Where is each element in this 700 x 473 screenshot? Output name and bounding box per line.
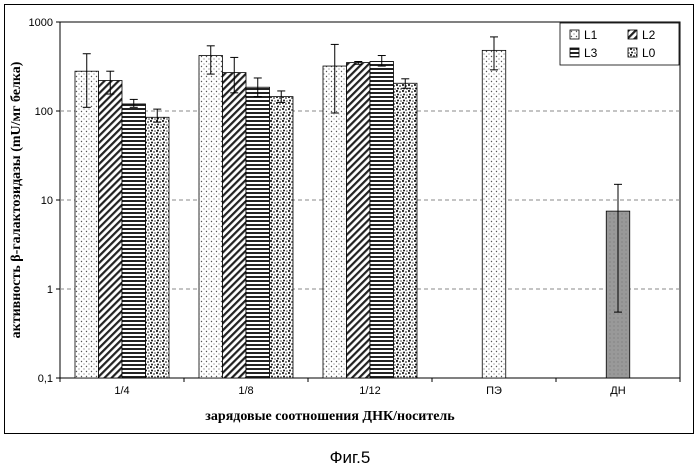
bar-chart: 0,1 1 10 100 1000 1/4 1/8 1/12 ПЭ ДН активность … xyxy=(9,17,681,424)
y-axis-title: активность β-галактозидазы (mU/мг белка) xyxy=(9,61,24,338)
bar-L2-0 xyxy=(98,80,123,379)
x-tick-label: 1/8 xyxy=(238,385,253,397)
y-tick-label: 1 xyxy=(47,284,53,296)
legend-label-L1: L1 xyxy=(584,28,598,42)
bar-L0-0 xyxy=(145,116,170,379)
bar-L3-0 xyxy=(121,103,146,379)
bar-L1-0 xyxy=(74,70,99,379)
legend-swatch-L0 xyxy=(627,47,638,58)
bar-L3-1 xyxy=(245,86,270,379)
x-tick-label: 1/4 xyxy=(114,385,129,397)
x-tick-label: 1/12 xyxy=(359,385,380,397)
bar-L2-1 xyxy=(222,72,247,379)
x-tick-label: ПЭ xyxy=(486,385,502,397)
error-bars xyxy=(82,36,622,313)
y-tick-label: 10 xyxy=(41,195,53,207)
y-tick-labels: 0,1 1 10 100 1000 xyxy=(29,17,53,385)
legend-swatch-L2 xyxy=(627,29,638,40)
legend-swatch-L3 xyxy=(569,47,580,58)
x-axis-title: зарядовые соотношения ДНК/носитель xyxy=(205,409,455,424)
legend-box xyxy=(559,22,680,66)
bar-L0-1 xyxy=(269,96,294,379)
figure-caption: Фиг.5 xyxy=(329,448,371,467)
bar-L3-2 xyxy=(369,61,394,379)
bar-L1-1 xyxy=(198,55,223,379)
bar-L0-2 xyxy=(393,82,418,379)
legend-swatch-L1 xyxy=(569,29,580,40)
legend-label-L2: L2 xyxy=(642,28,656,42)
y-tick-label: 0,1 xyxy=(38,373,53,385)
y-tick-label: 1000 xyxy=(29,17,53,29)
x-tick-label: ДН xyxy=(610,385,625,397)
legend: L1 L2 L3 L0 xyxy=(559,22,680,66)
legend-label-L3: L3 xyxy=(584,46,598,60)
bar-L1-3 xyxy=(481,49,507,379)
bars xyxy=(74,49,631,379)
x-tick-labels: 1/4 1/8 1/12 ПЭ ДН xyxy=(114,385,625,397)
y-tick-label: 100 xyxy=(35,106,53,118)
bar-L2-2 xyxy=(346,62,371,379)
legend-label-L0: L0 xyxy=(642,46,656,60)
